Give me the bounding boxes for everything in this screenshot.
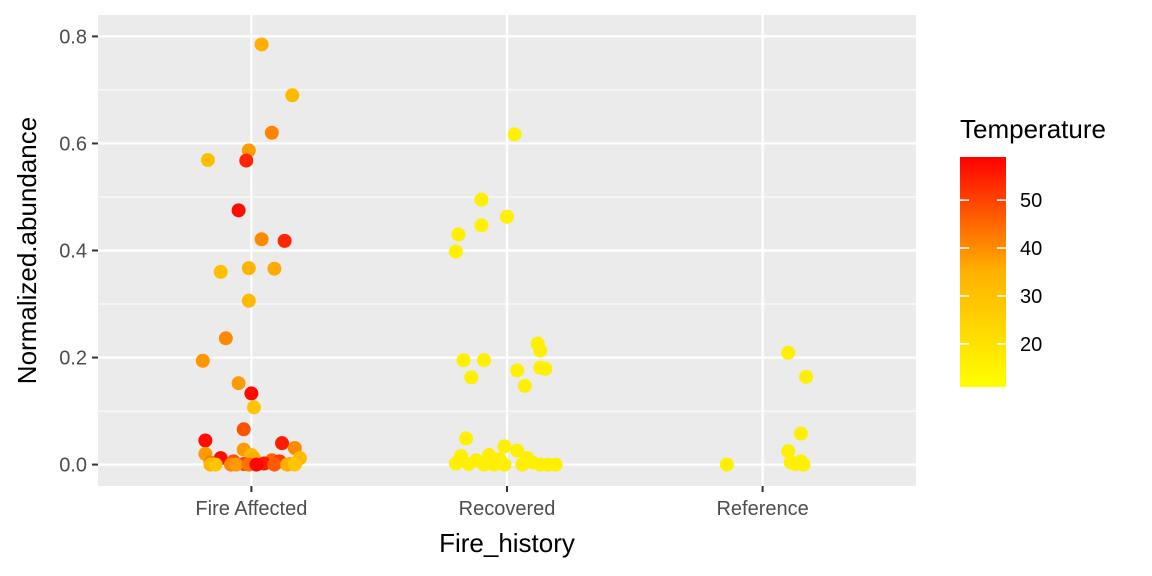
data-point xyxy=(459,431,474,446)
legend-tick-label: 20 xyxy=(1020,334,1042,356)
data-point xyxy=(456,353,471,368)
data-point xyxy=(287,457,302,472)
data-point xyxy=(241,261,256,276)
y-axis-title: Normalized.abundance xyxy=(12,117,42,384)
data-point xyxy=(781,345,796,360)
x-tick-label: Fire Affected xyxy=(195,498,307,520)
legend-ticks: 20 30 40 50 xyxy=(960,190,1042,356)
data-point xyxy=(448,244,463,259)
legend-colorbar xyxy=(960,157,1006,387)
y-tick-label: 0.8 xyxy=(59,26,87,48)
data-point xyxy=(218,331,233,346)
data-point xyxy=(451,227,466,242)
data-point xyxy=(793,426,808,441)
x-axis: Fire Affected Recovered Reference xyxy=(195,486,809,520)
data-point xyxy=(239,153,254,168)
data-point xyxy=(533,343,548,358)
data-point xyxy=(476,457,491,472)
data-points xyxy=(195,37,814,472)
data-point xyxy=(229,457,244,472)
y-tick-label: 0.6 xyxy=(59,133,87,155)
data-point xyxy=(200,153,215,168)
legend-tick-label: 40 xyxy=(1020,238,1042,260)
data-point xyxy=(476,353,491,368)
temperature-legend: Temperature 20 30 40 50 xyxy=(960,114,1106,387)
y-axis: 0.0 0.2 0.4 0.6 0.8 xyxy=(59,26,98,477)
data-point xyxy=(474,192,489,207)
data-point xyxy=(213,264,228,279)
data-point xyxy=(241,293,256,308)
y-tick-label: 0.0 xyxy=(59,455,87,477)
legend-tick-label: 50 xyxy=(1020,190,1042,212)
data-point xyxy=(267,457,282,472)
data-point xyxy=(487,457,502,472)
data-point xyxy=(231,376,246,391)
data-point xyxy=(231,203,246,218)
data-point xyxy=(285,88,300,103)
data-point xyxy=(510,363,525,378)
data-point xyxy=(246,400,261,415)
data-point xyxy=(208,457,223,472)
data-point xyxy=(198,433,213,448)
data-point xyxy=(497,457,512,472)
data-point xyxy=(448,456,463,471)
data-point xyxy=(517,378,532,393)
data-point xyxy=(796,457,811,472)
data-point xyxy=(464,370,479,385)
data-point xyxy=(538,361,553,376)
x-tick-label: Reference xyxy=(716,498,808,520)
data-point xyxy=(244,386,259,401)
data-point xyxy=(267,261,282,276)
data-point xyxy=(510,443,525,458)
data-point xyxy=(195,353,210,368)
data-point xyxy=(507,127,522,142)
data-point xyxy=(236,422,251,437)
data-point xyxy=(249,457,264,472)
data-point xyxy=(719,457,734,472)
y-tick-label: 0.4 xyxy=(59,241,87,263)
data-point xyxy=(515,457,530,472)
legend-tick-label: 30 xyxy=(1020,286,1042,308)
data-point xyxy=(461,457,476,472)
x-axis-title: Fire_history xyxy=(439,528,575,558)
data-point xyxy=(781,444,796,459)
x-tick-label: Recovered xyxy=(459,498,556,520)
y-tick-label: 0.2 xyxy=(59,348,87,370)
data-point xyxy=(799,369,814,384)
data-point xyxy=(548,457,563,472)
data-point xyxy=(500,209,514,224)
data-point xyxy=(275,436,290,451)
data-point xyxy=(264,125,279,140)
data-point xyxy=(277,233,292,248)
data-point xyxy=(474,218,489,233)
data-point xyxy=(254,232,269,247)
data-point xyxy=(254,37,269,52)
legend-title: Temperature xyxy=(960,114,1106,144)
data-point xyxy=(497,439,512,454)
